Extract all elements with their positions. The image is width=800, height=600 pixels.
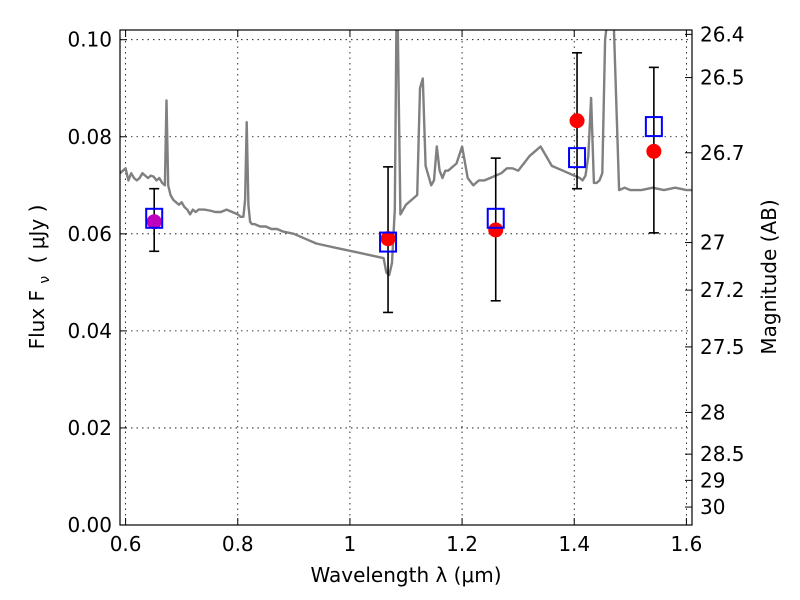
errorbar-layer: [149, 52, 659, 314]
svg-text:Flux F ν ( μJy ): Flux F ν ( μJy ): [25, 205, 54, 350]
right-tick-label: 29: [700, 468, 725, 492]
data-point-square: [568, 147, 587, 169]
right-tick-label: 28: [700, 400, 725, 424]
y-label-unit: ( μJy ): [25, 205, 49, 264]
y-tick-label: 0.02: [67, 416, 112, 440]
data-point-square: [644, 116, 663, 138]
right-tick-label: 27.5: [700, 335, 745, 359]
y-label-flux: Flux F: [25, 290, 49, 349]
x-tick-label: 1.4: [558, 532, 590, 556]
x-ticks: 0.6 0.8 1 1.2 1.4 1.6: [110, 30, 702, 556]
marker-layer: [145, 113, 663, 253]
model-spectrum-line: [120, 30, 692, 277]
x-tick-label: 0.6: [110, 532, 142, 556]
x-tick-label: 1.2: [446, 532, 478, 556]
x-tick-label: 1.6: [670, 532, 702, 556]
y-ticks: 0.00 0.02 0.04 0.06 0.08 0.10: [67, 28, 127, 537]
data-point-square: [379, 231, 398, 253]
y-tick-label: 0.10: [67, 28, 112, 52]
right-tick-label: 27: [700, 231, 725, 255]
y-axis-label-right: Magnitude (AB): [757, 199, 781, 354]
y-tick-label: 0.08: [67, 125, 112, 149]
y-tick-label: 0.04: [67, 319, 112, 343]
x-axis-label: Wavelength λ (μm): [310, 563, 501, 587]
y-tick-label: 0.00: [67, 513, 112, 537]
data-point-circle: [646, 143, 662, 159]
right-tick-label: 26.7: [700, 141, 745, 165]
right-tick-label: 30: [700, 495, 725, 519]
y-tick-label: 0.06: [67, 222, 112, 246]
grid: [120, 30, 692, 526]
data-point-circle: [146, 214, 162, 230]
right-tick-label: 28.5: [700, 442, 745, 466]
right-ticks: 26.4 26.5 26.7 27 27.2 27.5 28 28.529 30: [685, 22, 745, 519]
x-tick-label: 1: [344, 532, 357, 556]
data-point-circle: [569, 113, 585, 129]
data-point-square: [486, 207, 505, 229]
y-label-sub: ν: [37, 276, 53, 284]
right-tick-label: 26.4: [700, 22, 745, 46]
data-point-square: [145, 207, 164, 229]
right-tick-label: 26.5: [700, 66, 745, 90]
data-point-circle: [380, 231, 396, 247]
y-axis-label-left: Flux F ν ( μJy ): [25, 205, 54, 350]
x-tick-label: 0.8: [222, 532, 254, 556]
right-tick-label: 27.2: [700, 278, 745, 302]
plot-frame: [119, 29, 693, 526]
spectrum-layer: [120, 30, 692, 277]
data-point-circle: [488, 222, 504, 238]
